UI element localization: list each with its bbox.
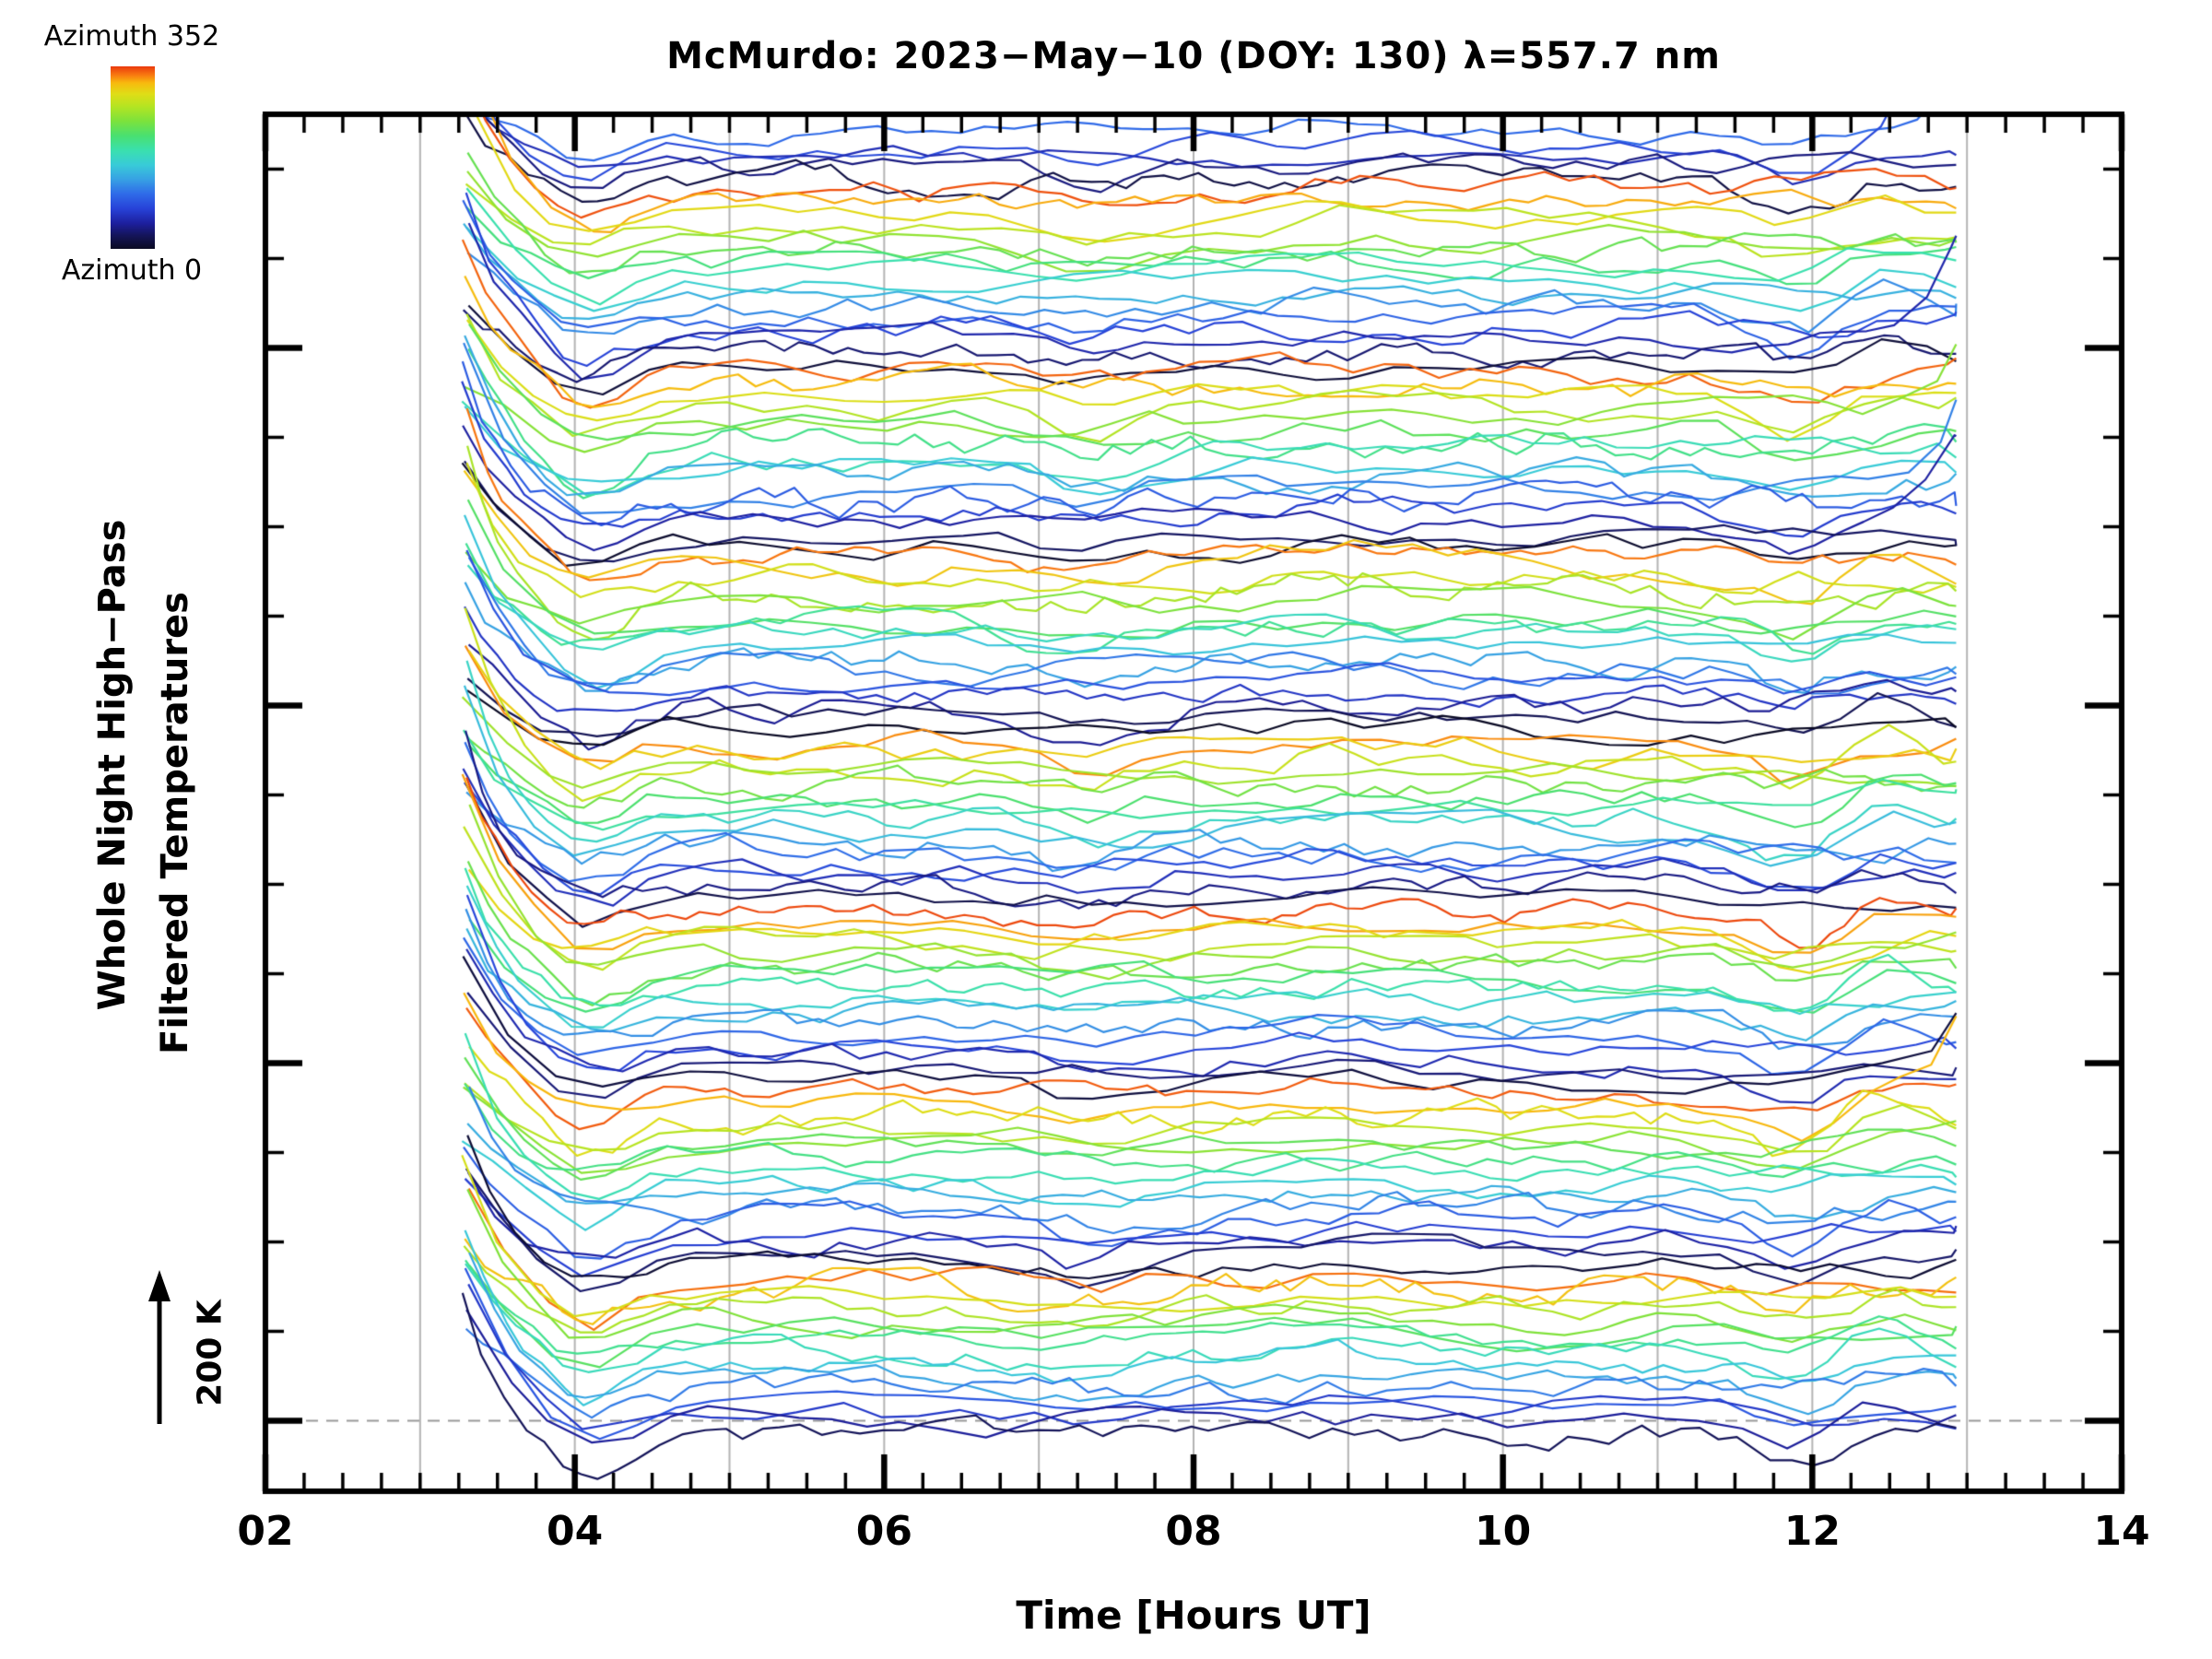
x-tick-label: 08 <box>1165 1508 1222 1555</box>
x-tick-label: 14 <box>2093 1508 2150 1555</box>
y-axis-label-line2: Filtered Temperatures <box>154 592 196 1054</box>
azimuth-colorbar <box>111 66 155 249</box>
scale-arrow-icon <box>148 1270 171 1424</box>
y-axis-label-line1: Whole Night High−Pass <box>91 519 134 1011</box>
x-tick-label: 02 <box>237 1508 294 1555</box>
x-tick-label: 06 <box>855 1508 912 1555</box>
x-tick-label: 12 <box>1783 1508 1841 1555</box>
x-tick-label: 04 <box>547 1508 604 1555</box>
x-tick-label: 10 <box>1475 1508 1532 1555</box>
colorbar-top-label: Azimuth 352 <box>43 20 220 53</box>
chart-title: McMurdo: 2023−May−10 (DOY: 130) λ=557.7 … <box>666 35 1721 77</box>
scale-bar-label: 200 K <box>191 1300 229 1406</box>
x-axis-label: Time [Hours UT] <box>1016 1593 1371 1638</box>
colorbar-bottom-label: Azimuth 0 <box>61 254 203 287</box>
